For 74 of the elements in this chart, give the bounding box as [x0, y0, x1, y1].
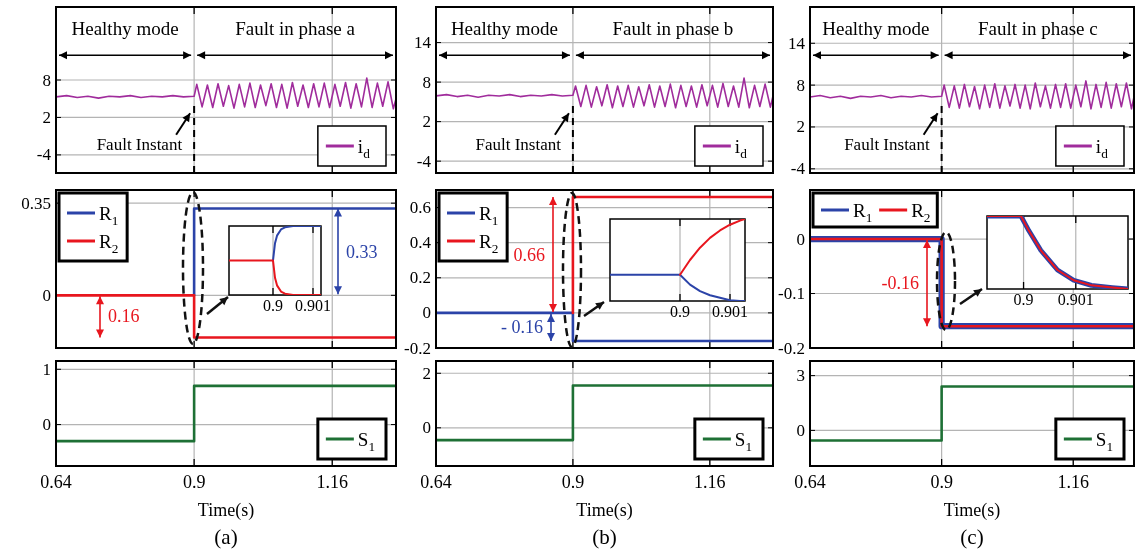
annotation: 0.16: [108, 306, 140, 327]
x-tick-label: 1.16: [1057, 472, 1089, 492]
text: (b): [592, 525, 617, 549]
y-tick-label: 0.2: [409, 268, 431, 288]
x-tick-label: 0.9: [930, 472, 953, 492]
x-tick-label: 0.9: [561, 472, 585, 492]
ref-line-label: Fault Instant: [96, 134, 183, 154]
y-tick-label: -0.1: [778, 284, 805, 304]
legend-label: R$_{2}$: [479, 230, 499, 256]
y-tick-label: -4: [416, 151, 432, 171]
y-tick-label: -0.2: [778, 338, 805, 358]
y-tick-label: 8: [42, 70, 51, 90]
y-tick-label: 3: [796, 366, 805, 386]
y-tick-label: 0: [422, 418, 431, 438]
legend-label: i$_{d}$: [734, 135, 748, 161]
annotation: Healthy mode: [822, 18, 930, 40]
annotation: - 0.16: [501, 316, 543, 337]
legend-label: R$_{2}$: [911, 199, 931, 225]
x-tick-label: 0.64: [794, 472, 826, 492]
legend-label: R$_{1}$: [479, 202, 499, 228]
legend-label: i$_{d}$: [1095, 135, 1109, 161]
y-tick-label: -4: [36, 145, 52, 165]
annotation: 0.66: [513, 244, 545, 265]
y-tick-label: 0: [42, 285, 51, 305]
y-tick-label: 0: [42, 415, 51, 435]
x-tick-label: 1.16: [316, 472, 348, 492]
legend-label: R$_{2}$: [99, 230, 119, 256]
ref-line-label: Fault Instant: [475, 134, 562, 154]
text: (c): [960, 525, 984, 549]
x-axis-title: Time(s): [576, 500, 633, 521]
y-tick-label: -0.2: [404, 338, 431, 358]
y-tick-label: 8: [422, 72, 431, 92]
y-tick-label: 2: [796, 117, 805, 137]
annotation: 0.33: [346, 241, 378, 262]
x-tick-label: 0.64: [40, 472, 72, 492]
y-tick-label: 2: [42, 107, 51, 127]
annotation: Fault in phase c: [977, 18, 1098, 40]
x-tick-label: 0.9: [1013, 291, 1034, 308]
y-tick-label: -4: [790, 159, 806, 179]
legend-label: i$_{d}$: [357, 135, 371, 161]
y-tick-label: 0.35: [21, 193, 51, 213]
x-tick-label: 0.9: [263, 297, 283, 314]
y-tick-label: 0.4: [409, 233, 432, 253]
annotation: -0.16: [881, 272, 919, 293]
legend-label: R$_{1}$: [99, 202, 119, 228]
x-axis-title: Time(s): [197, 500, 255, 521]
y-tick-label: 14: [414, 33, 432, 53]
y-tick-label: 1: [42, 359, 51, 379]
annotation: Healthy mode: [450, 18, 559, 40]
y-tick-label: 0: [796, 229, 805, 249]
x-tick-label: 0.9: [182, 472, 206, 492]
annotation: Healthy mode: [71, 18, 179, 40]
y-tick-label: 2: [422, 112, 431, 132]
y-tick-label: 0.6: [409, 198, 431, 218]
x-tick-label: 0.901: [295, 297, 331, 314]
annotation: Fault in phase b: [612, 18, 734, 40]
text: (a): [214, 525, 238, 549]
x-tick-label: 0.9: [670, 303, 690, 320]
annotation: Fault in phase a: [235, 18, 356, 40]
x-axis-title: Time(s): [943, 500, 1001, 521]
x-tick-label: 0.901: [1057, 291, 1094, 308]
legend-label: S$_{1}$: [1095, 428, 1114, 454]
ref-line-label: Fault Instant: [844, 134, 930, 154]
x-tick-label: 0.901: [712, 303, 748, 320]
y-tick-label: 2: [422, 363, 431, 383]
legend-label: S$_{1}$: [357, 428, 376, 454]
y-tick-label: 0: [796, 420, 805, 440]
x-tick-label: 0.64: [420, 472, 452, 492]
legend-label: S$_{1}$: [734, 428, 753, 454]
y-tick-label: 8: [796, 75, 805, 95]
legend-label: R$_{1}$: [853, 199, 873, 225]
x-tick-label: 1.16: [694, 472, 726, 492]
y-tick-label: 0: [422, 303, 431, 323]
y-tick-label: 14: [788, 33, 806, 53]
